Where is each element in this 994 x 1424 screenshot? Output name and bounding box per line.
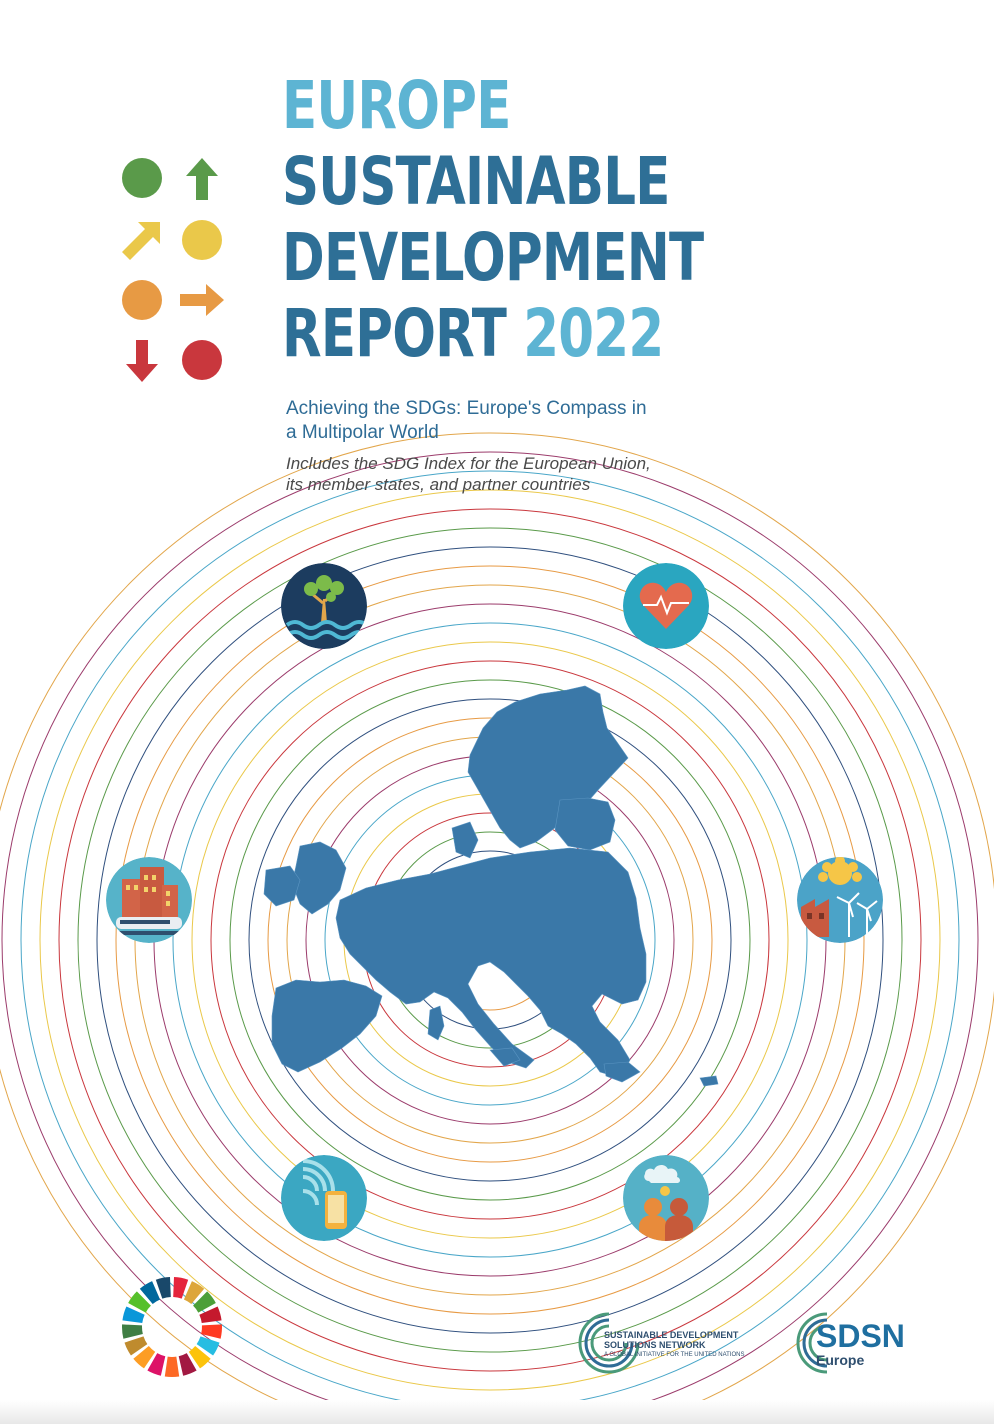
city-building-train-icon xyxy=(106,857,192,943)
decorative-ring xyxy=(267,717,713,1163)
heart-health-icon xyxy=(623,563,709,649)
title-line-2: SUSTAINABLE xyxy=(282,143,670,220)
sdg-wheel-segment xyxy=(128,1291,151,1313)
trend-symbols-legend xyxy=(112,150,232,390)
subtitle-line-1: Achieving the SDGs: Europe's Compass in xyxy=(286,398,647,419)
sdsn-europe-logo: SDSN Europe xyxy=(792,1308,922,1378)
sdsn-line-1: SUSTAINABLE DEVELOPMENT xyxy=(604,1330,739,1340)
sdg-wheel-segment xyxy=(147,1353,166,1376)
green-up-arrow-icon xyxy=(172,150,232,210)
sdsn-line-2: SOLUTIONS NETWORK xyxy=(604,1340,706,1350)
page-bottom-shadow xyxy=(0,1400,994,1424)
yellow-circle-icon xyxy=(172,210,232,270)
sdg-wheel-segment xyxy=(193,1291,216,1313)
decorative-ring xyxy=(58,508,922,1372)
sdg-wheel-segment xyxy=(122,1306,145,1324)
sdg-wheel-segment xyxy=(183,1281,205,1305)
decorative-ring xyxy=(39,489,941,1391)
yellow-diagonal-arrow-icon xyxy=(112,210,172,270)
tagline-line-1: Includes the SDG Index for the European … xyxy=(286,454,651,473)
decorative-ring xyxy=(210,660,770,1220)
report-subtitle: Achieving the SDGs: Europe's Compass in … xyxy=(286,397,706,445)
sdg-wheel-segment xyxy=(201,1324,222,1339)
sdsn-logo: SUSTAINABLE DEVELOPMENT SOLUTIONS NETWOR… xyxy=(574,1308,764,1378)
decorative-ring xyxy=(96,546,884,1334)
title-year: 2022 xyxy=(523,295,664,372)
sdg-wheel-segment xyxy=(188,1346,211,1369)
sdsn-line-3: A GLOBAL INITIATIVE FOR THE UNITED NATIO… xyxy=(604,1352,745,1358)
green-circle-icon xyxy=(112,150,172,210)
orange-right-arrow-icon xyxy=(172,270,232,330)
title-line-1: EUROPE xyxy=(282,67,511,144)
report-title: EUROPE SUSTAINABLE DEVELOPMENT REPORT 20… xyxy=(282,68,722,372)
sdg-wheel-logo xyxy=(122,1277,222,1377)
mobile-signal-icon xyxy=(281,1155,367,1241)
sdg-wheel-segment xyxy=(196,1336,220,1356)
title-line-4: REPORT 2022 xyxy=(282,295,664,372)
sdg-wheel-segment xyxy=(139,1281,161,1305)
tree-water-icon xyxy=(281,563,367,649)
red-down-arrow-icon xyxy=(112,330,172,390)
people-cloud-icon xyxy=(623,1155,709,1241)
sdg-wheel-segment xyxy=(122,1324,143,1339)
title-line-3: DEVELOPMENT xyxy=(282,219,704,296)
red-circle-icon xyxy=(172,330,232,390)
orange-circle-icon xyxy=(112,270,172,330)
tagline-line-2: its member states, and partner countries xyxy=(286,475,591,494)
sdg-wheel-segment xyxy=(199,1306,222,1324)
sdsn-europe-name: SDSN xyxy=(816,1318,905,1354)
sdg-wheel-segment xyxy=(178,1353,197,1376)
sdsn-name: SUSTAINABLE DEVELOPMENT SOLUTIONS NETWOR… xyxy=(604,1330,744,1360)
sdg-wheel-segment xyxy=(133,1346,156,1369)
decorative-ring xyxy=(77,527,903,1353)
decorative-ring xyxy=(115,565,865,1315)
sdsn-europe-sub: Europe xyxy=(816,1352,865,1368)
decorative-ring xyxy=(248,698,732,1182)
decorative-ring xyxy=(1,451,979,1424)
decorative-ring xyxy=(0,432,994,1424)
sdsn-swirl-icon xyxy=(578,1312,640,1374)
subtitle-line-2: a Multipolar World xyxy=(286,422,439,443)
sdg-wheel-segment xyxy=(124,1336,148,1356)
title-report-word: REPORT xyxy=(282,295,507,372)
decorative-ring xyxy=(229,679,751,1201)
report-tagline: Includes the SDG Index for the European … xyxy=(286,453,716,495)
sdg-wheel-segment xyxy=(155,1277,171,1299)
sun-factory-wind-icon xyxy=(797,857,883,943)
decorative-ring xyxy=(191,641,789,1239)
sdsn-europe-swirl-icon xyxy=(796,1312,828,1374)
sdg-wheel-segment xyxy=(164,1356,180,1377)
decorative-ring xyxy=(172,622,808,1258)
sdg-wheel-segment xyxy=(173,1277,189,1299)
